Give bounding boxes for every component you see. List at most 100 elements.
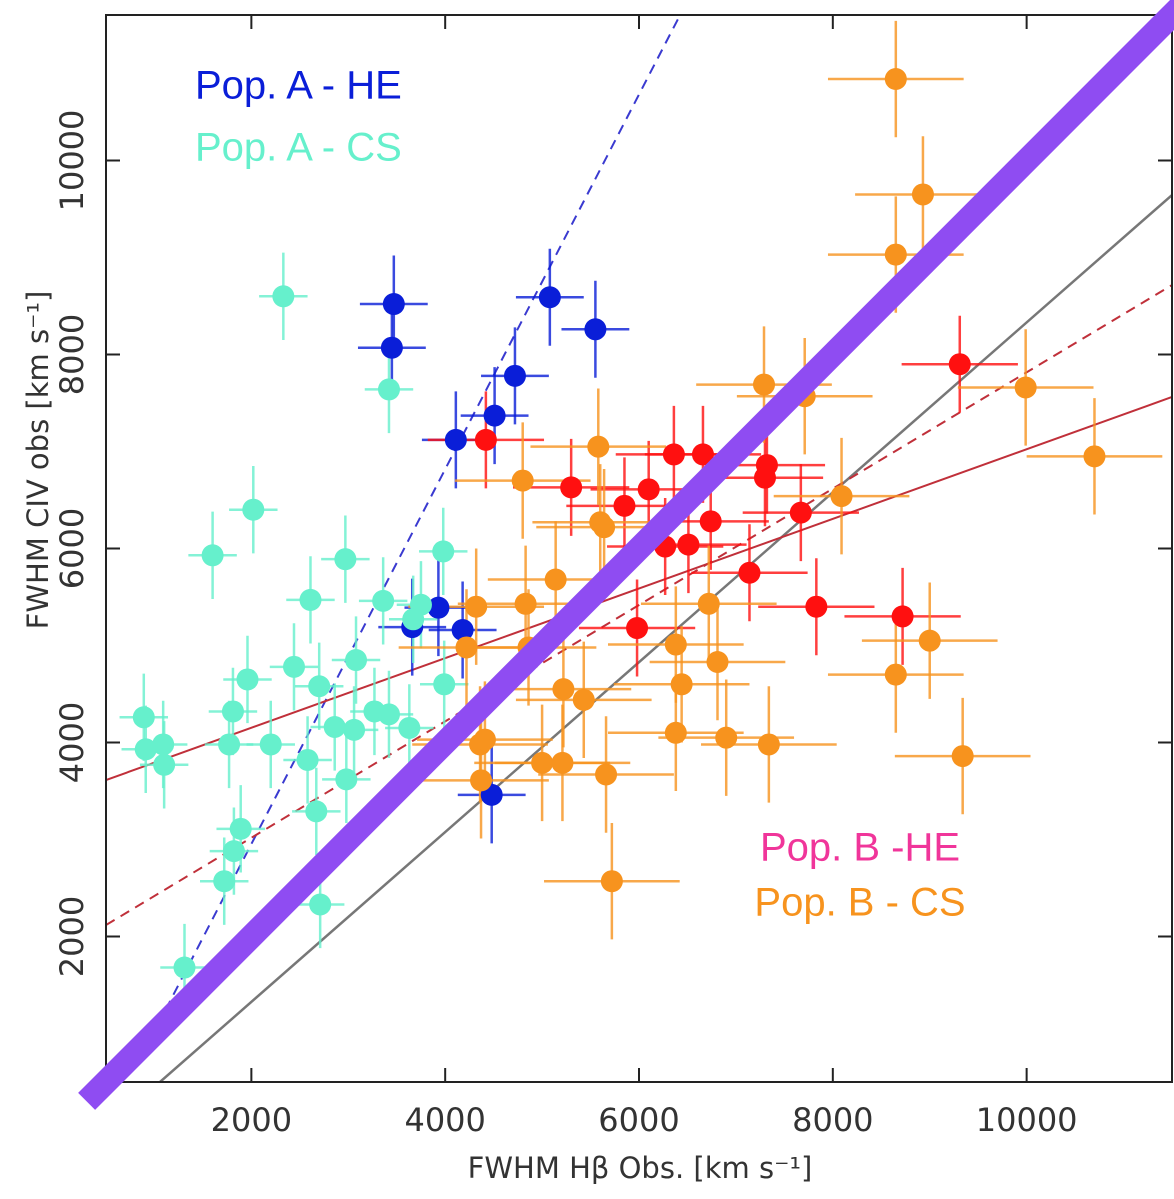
x-tick-label: 10000 [976, 1101, 1078, 1139]
point [402, 608, 425, 631]
point [753, 373, 776, 396]
point [584, 318, 607, 341]
fit-line [106, 284, 1172, 926]
point [343, 718, 366, 741]
point [911, 183, 934, 206]
point [132, 706, 155, 729]
point [380, 336, 403, 359]
point [201, 544, 224, 567]
point [757, 733, 780, 756]
point [884, 68, 907, 91]
point [552, 678, 575, 701]
point [299, 588, 322, 611]
point [706, 650, 729, 673]
point [222, 840, 245, 863]
point [473, 728, 496, 751]
point [242, 498, 265, 521]
point [455, 636, 478, 659]
point [229, 817, 252, 840]
point [951, 745, 974, 768]
point [474, 428, 497, 451]
legend-entry: Pop. A - HE [195, 64, 402, 108]
point [283, 655, 306, 678]
x-tick-label: 2000 [211, 1101, 292, 1139]
point [503, 364, 526, 387]
point [308, 675, 331, 698]
legend-entry: Pop. A - CS [195, 126, 402, 170]
y-tick-label: 6000 [53, 508, 91, 589]
point [173, 956, 196, 979]
x-axis-label: FWHM Hβ Obs. [km s⁻¹] [468, 1151, 813, 1185]
point [948, 353, 971, 376]
point [345, 649, 368, 672]
point [272, 285, 295, 308]
point [1083, 445, 1106, 468]
point [572, 688, 595, 711]
point [433, 673, 456, 696]
fit-line [78, 0, 1174, 1110]
point [664, 633, 687, 656]
point [670, 673, 693, 696]
point [662, 443, 685, 466]
point [153, 753, 176, 776]
point [891, 605, 914, 628]
point [1014, 376, 1037, 399]
point [152, 733, 175, 756]
y-tick-label: 8000 [53, 314, 91, 395]
point [789, 501, 812, 524]
point [637, 478, 660, 501]
y-tick-label: 10000 [53, 110, 91, 212]
point [738, 561, 761, 584]
y-tick-label: 4000 [53, 702, 91, 783]
point [613, 494, 636, 517]
point [544, 568, 567, 591]
point [377, 703, 400, 726]
point [465, 595, 488, 618]
point [587, 435, 610, 458]
point [538, 286, 561, 309]
point [427, 596, 450, 619]
point [305, 800, 328, 823]
point [470, 769, 493, 792]
y-axis-label: FWHM CIV obs [km s⁻¹] [21, 291, 55, 630]
point [334, 548, 357, 571]
legend-entry: Pop. B -HE [760, 826, 960, 870]
point [514, 592, 537, 615]
point [664, 721, 687, 744]
point [830, 485, 853, 508]
x-tick-label: 6000 [598, 1101, 679, 1139]
fit-line [159, 194, 1172, 1082]
point [715, 726, 738, 749]
x-tick-label: 8000 [792, 1101, 873, 1139]
point [884, 663, 907, 686]
point [382, 293, 405, 316]
point [236, 668, 259, 691]
y-tick-label: 2000 [53, 896, 91, 977]
point [259, 733, 282, 756]
point [134, 738, 157, 761]
point [593, 516, 616, 539]
point [699, 510, 722, 533]
point [221, 700, 244, 723]
point [677, 533, 700, 556]
point [432, 540, 455, 563]
point [884, 243, 907, 266]
point [595, 763, 618, 786]
point [451, 618, 474, 641]
point [372, 589, 395, 612]
legend-entry: Pop. B - CS [754, 881, 965, 925]
point [511, 469, 534, 492]
point [560, 476, 583, 499]
point [531, 751, 554, 774]
point [918, 629, 941, 652]
point [323, 715, 346, 738]
point [600, 870, 623, 893]
point [335, 768, 358, 791]
point [626, 617, 649, 640]
point [697, 592, 720, 615]
point [309, 893, 332, 916]
point [296, 748, 319, 771]
point [398, 716, 421, 739]
point [377, 378, 400, 401]
